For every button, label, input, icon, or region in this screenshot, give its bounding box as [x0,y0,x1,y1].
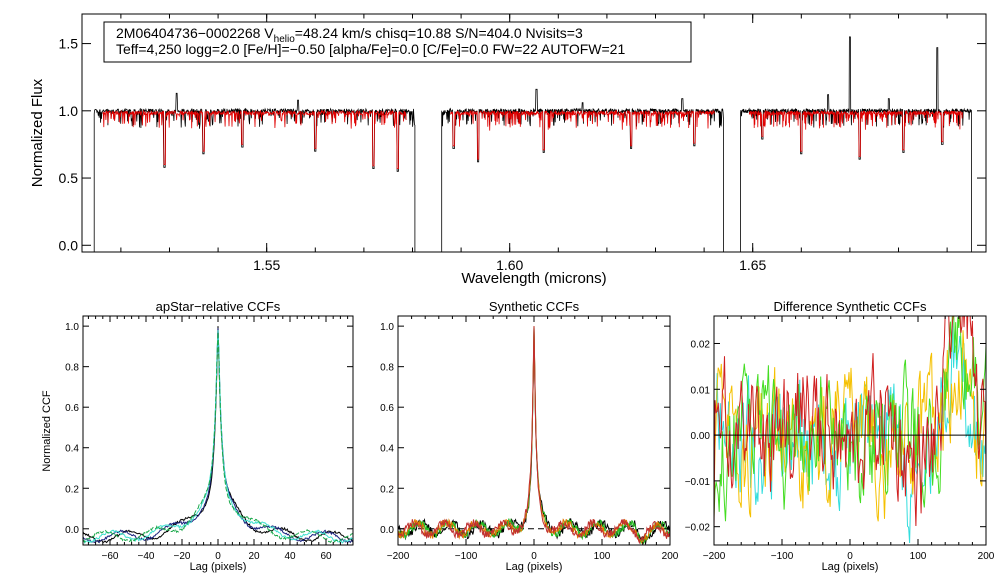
x-tick-label: −60 [102,551,119,562]
spectrum-model-chip-1 [102,109,407,169]
difference-diff-yellow [714,330,986,522]
spectrum-ticks: 1.55 1.60 1.65 0.0 0.5 1.0 1.5 [59,14,986,273]
y-tick-label: 0.8 [380,363,394,374]
apstar-ccf-navy [82,328,354,544]
y-tick-label: 0.4 [380,444,394,455]
x-tick-label: −20 [174,551,191,562]
difference-ccf-panel: −200 −100 0 100 200 −0.02 −0.01 0.00 0.01 0.02 Di… [685,299,995,573]
x-tick-label: −200 [387,551,410,562]
x-tick-label: 20 [248,551,260,562]
synthetic-ccf-ticks: −200 −100 0 100 200 0.0 0.2 0.4 0.6 0.8 1.0 [380,316,679,562]
apstar-ccf-frame [82,315,354,546]
spectrum-panel: 1.55 1.60 1.65 0.0 0.5 1.0 1.5 2M06404736−0002… [29,13,987,287]
x-tick-label: 1.65 [739,257,766,273]
apstar-ccf-traces [82,326,354,545]
y-tick-label: 1.0 [65,322,79,333]
y-tick-label: 0.2 [65,484,79,495]
spectrum-frame [81,13,987,253]
apstar-ccf-panel: −60 −40 −20 0 20 40 60 0.0 0.2 0.4 0.6 0.8 1.0 apSta… [41,299,354,573]
x-tick-label: 0 [847,551,853,562]
x-tick-label: 1.60 [496,257,523,273]
y-tick-label: 0.6 [380,403,394,414]
y-tick-label: 0.01 [691,385,711,396]
apstar-ccf-x-label: Lag (pixels) [190,561,247,573]
annotation-frame [103,21,692,63]
annotation-line-2: Teff=4,250 logg=2.0 [Fe/H]=−0.50 [alpha/… [116,41,625,57]
x-tick-label: 40 [284,551,296,562]
y-tick-label: 0.8 [65,363,79,374]
y-tick-label: 0.6 [65,403,79,414]
x-tick-label: −200 [703,551,726,562]
difference-ccf-traces [714,316,986,544]
apstar-ccf-title: apStar−relative CCFs [156,299,281,314]
apstar-ccf-green [82,332,354,544]
synthetic-syn-red [397,326,671,545]
synthetic-ccf-title: Synthetic CCFs [489,299,580,314]
y-tick-label: 0.0 [65,525,79,536]
y-tick-label: 1.0 [59,103,79,119]
spectrum-observed-chip-2 [441,88,724,252]
y-tick-label: 1.5 [59,36,79,52]
apstar-ccf-black [82,326,354,544]
spectrum-y-label: Normalized Flux [29,78,46,187]
annotation-line-1-suffix: =48.24 km/s chisq=10.88 S/N=404.0 Nvisit… [295,25,583,41]
x-tick-label: 60 [320,551,332,562]
y-tick-label: 0.4 [65,444,79,455]
difference-diff-green [714,316,986,522]
difference-diff-red [714,316,986,532]
annotation-line-1-subscript: helio [274,34,296,45]
y-tick-label: 0.02 [691,339,711,350]
difference-ccf-title: Difference Synthetic CCFs [774,299,927,314]
synthetic-ccf-x-label: Lag (pixels) [506,561,563,573]
synthetic-syn-green [397,326,671,545]
annotation-line-1-prefix: 2M06404736−0002268 V [116,25,274,41]
x-tick-label: 200 [978,551,995,562]
spectrum-observed-chip-3 [740,36,972,252]
spectrum-model-chip-3 [748,109,964,157]
y-tick-label: 0.5 [59,170,79,186]
y-tick-label: −0.02 [685,523,711,534]
x-tick-label: −100 [771,551,794,562]
spectrum-model-chip-2 [450,109,716,160]
x-tick-label: 1.55 [253,257,280,273]
apstar-ccf-ticks: −60 −40 −20 0 20 40 60 0.0 0.2 0.4 0.6 0.8 1.0 [65,316,353,562]
apstar-ccf-y-label: Normalized CCF [41,390,53,472]
x-tick-label: 100 [594,551,611,562]
x-tick-label: 200 [662,551,679,562]
x-tick-label: 0 [215,551,221,562]
y-tick-label: 0.0 [59,237,79,253]
spectrum-traces [93,36,972,252]
apstar-ccf-cyan [82,330,354,545]
spectrum-annotation-box: 2M06404736−0002268 Vhelio=48.24 km/s chi… [103,21,692,63]
difference-ccf-ticks: −200 −100 0 100 200 −0.02 −0.01 0.00 0.01 0.02 [685,316,995,562]
x-tick-label: −100 [455,551,478,562]
x-tick-label: −40 [138,551,155,562]
y-tick-label: 0.2 [380,484,394,495]
annotation-line-1: 2M06404736−0002268 Vhelio=48.24 km/s chi… [116,25,583,45]
y-tick-label: 0.0 [380,525,394,536]
x-tick-label: 0 [531,551,537,562]
x-tick-label: 100 [910,551,927,562]
synthetic-ccf-panel: −200 −100 0 100 200 0.0 0.2 0.4 0.6 0.8 1.0 Synthe… [380,299,679,573]
y-tick-label: 0.00 [691,431,711,442]
y-tick-label: −0.01 [685,477,711,488]
y-tick-label: 1.0 [380,322,394,333]
synthetic-ccf-traces [397,326,671,545]
spectrum-x-label: Wavelength (microns) [461,270,606,287]
difference-ccf-x-label: Lag (pixels) [822,561,879,573]
